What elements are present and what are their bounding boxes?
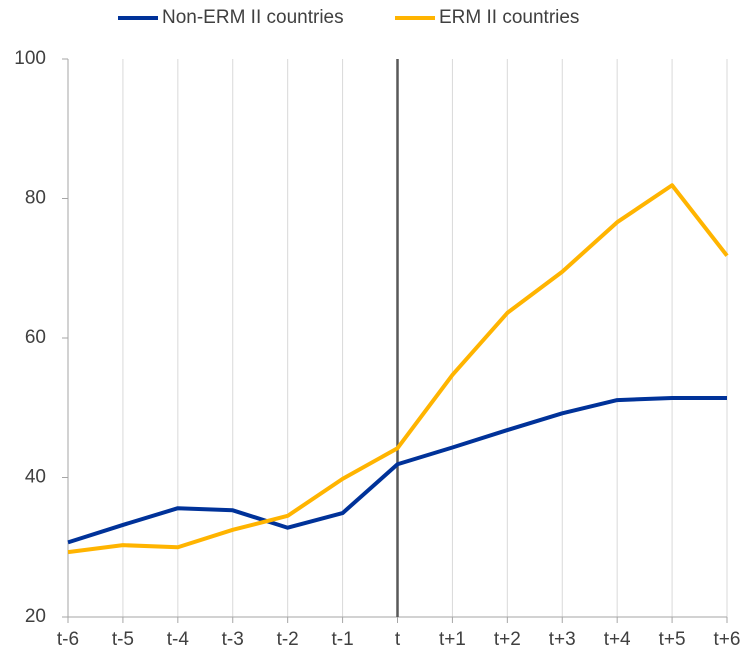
legend-label: ERM II countries (439, 7, 579, 28)
data-line (67, 395, 727, 545)
x-tick-label: t-6 (57, 629, 79, 650)
y-tick-label: 60 (25, 327, 46, 348)
x-tick-label: t-1 (331, 629, 353, 650)
x-tick-label: t+3 (549, 629, 576, 650)
x-tick-label: t+1 (439, 629, 466, 650)
legend-label: Non-ERM II countries (162, 7, 344, 28)
y-tick-label: 100 (14, 48, 46, 69)
x-tick-label: t+5 (659, 629, 686, 650)
x-tick-label: t+4 (604, 629, 631, 650)
data-line (67, 183, 729, 555)
x-tick-label: t-2 (277, 629, 299, 650)
x-tick-label: t+2 (494, 629, 521, 650)
x-tick-label: t-3 (222, 629, 244, 650)
y-tick-label: 20 (25, 606, 46, 627)
y-tick-label: 40 (25, 467, 46, 488)
x-tick-label: t+6 (714, 629, 741, 650)
x-tick-label: t-5 (112, 629, 134, 650)
x-tick-label: t (395, 629, 401, 650)
x-tick-label: t-4 (167, 629, 190, 650)
y-tick-label: 80 (25, 188, 46, 209)
